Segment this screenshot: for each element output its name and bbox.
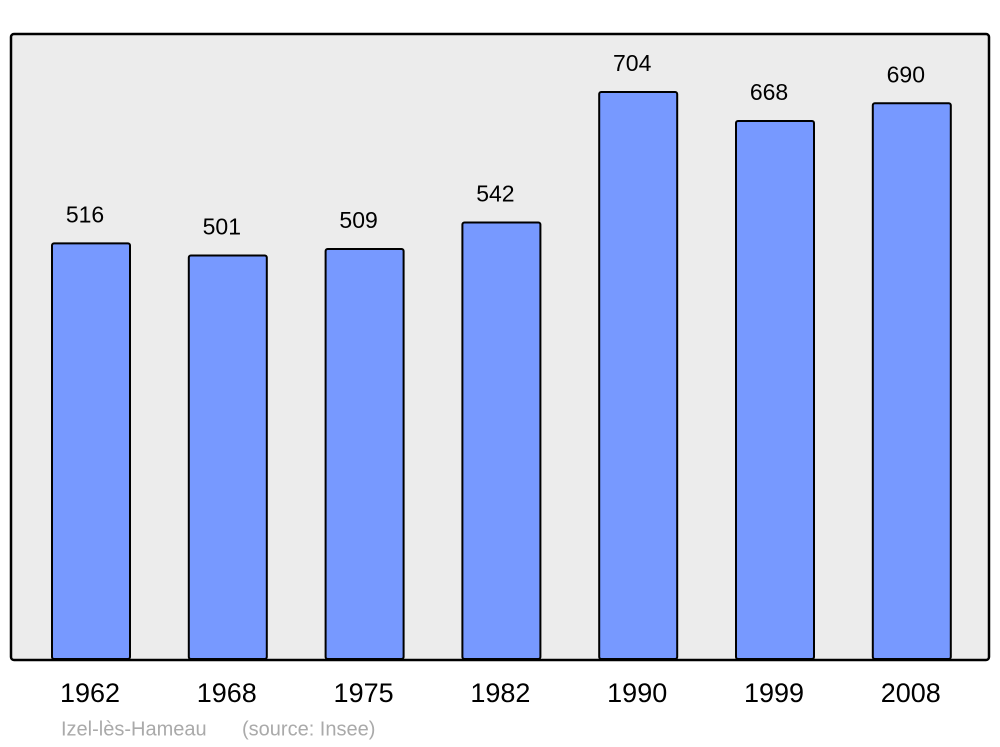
value-label: 509 <box>339 207 377 233</box>
x-tick-label: 1968 <box>197 678 257 708</box>
x-tick-label: 1982 <box>470 678 530 708</box>
value-label: 690 <box>887 61 925 87</box>
x-tick-label: 1962 <box>60 678 120 708</box>
x-tick-label: 1999 <box>744 678 804 708</box>
bar <box>598 91 679 660</box>
value-label: 668 <box>750 79 788 105</box>
bar <box>461 221 542 660</box>
value-label: 542 <box>476 181 514 207</box>
caption-place: Izel-lès-Hameau <box>61 718 207 740</box>
bar <box>324 248 405 660</box>
bar <box>735 119 815 660</box>
x-tick-label: 2008 <box>881 678 941 708</box>
bar <box>187 254 268 661</box>
x-tick-label: 1975 <box>334 678 394 708</box>
caption-source: (source: Insee) <box>242 718 375 740</box>
value-label: 501 <box>203 214 241 240</box>
x-tick-label: 1990 <box>607 678 667 708</box>
bar <box>871 102 952 660</box>
value-label: 704 <box>613 50 652 76</box>
bar <box>51 242 131 661</box>
value-label: 516 <box>66 201 104 227</box>
